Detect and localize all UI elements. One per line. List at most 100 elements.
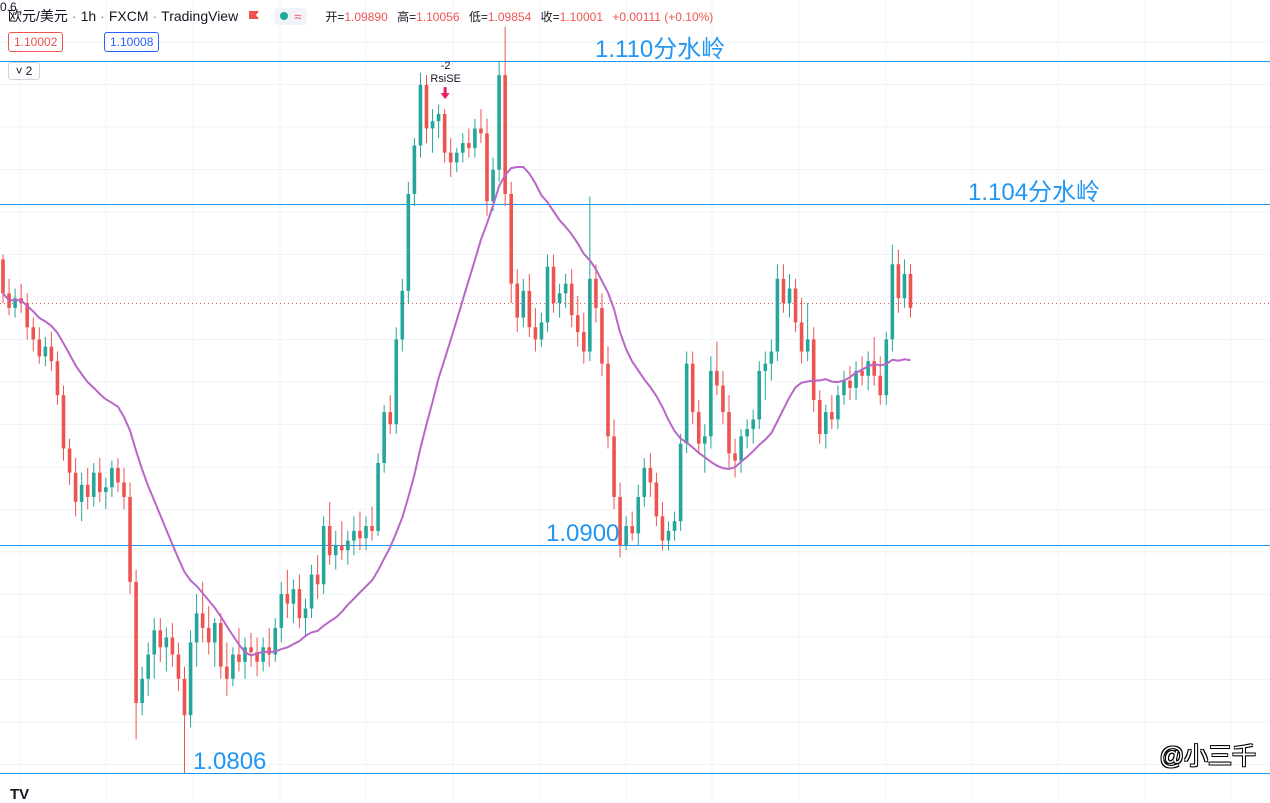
high-label: 高= [397, 9, 417, 24]
candle [25, 293, 29, 340]
signal-label-bottom: RsiSE [430, 73, 461, 85]
candle [485, 118, 489, 216]
candle-body [884, 339, 889, 396]
candle-body [376, 463, 380, 531]
candle-body [696, 412, 701, 444]
candle [7, 278, 11, 316]
candle [805, 303, 810, 362]
candle-body [727, 412, 731, 454]
candle-body [448, 152, 453, 163]
open-label: 开= [325, 9, 345, 24]
candle-body [255, 652, 259, 662]
candle-body [793, 288, 798, 323]
candle [448, 138, 453, 177]
candle-body [279, 593, 284, 628]
candle [563, 273, 568, 308]
candle [454, 147, 459, 173]
signal-label-top: -2 [441, 60, 451, 72]
candle-body [805, 339, 810, 352]
candle [678, 433, 683, 531]
candle-body [140, 678, 144, 704]
candle [824, 404, 828, 449]
candle [515, 269, 520, 333]
candle [194, 593, 199, 667]
candle-body [182, 678, 187, 716]
level-label: 1.104分水岭 [968, 179, 1100, 206]
separator: · [100, 8, 105, 24]
candle [666, 521, 671, 551]
candle-body [315, 574, 320, 585]
market-status-pill[interactable]: ≈ [274, 7, 308, 25]
candle-body [297, 589, 302, 619]
candle [418, 72, 423, 158]
candle-body [430, 121, 435, 129]
candle-body [721, 385, 725, 413]
high-value: 1.10056 [416, 9, 460, 24]
candle-body [497, 75, 501, 170]
candle [79, 472, 84, 522]
candle [237, 627, 241, 672]
candle [600, 293, 604, 376]
candle-body [285, 593, 290, 604]
candle [315, 555, 320, 599]
candle [703, 424, 707, 473]
candle-body [225, 666, 229, 679]
candle-body [158, 630, 163, 648]
candle [243, 637, 247, 679]
candle [588, 196, 592, 362]
candle [842, 370, 846, 405]
candle [158, 618, 163, 662]
candle-body [896, 264, 901, 299]
candle [225, 642, 229, 696]
candle [176, 642, 181, 691]
candle-body [340, 545, 344, 551]
flag-icon[interactable] [248, 10, 260, 22]
candle-body [745, 429, 749, 437]
candle-body [799, 322, 804, 352]
separator: · [71, 8, 77, 24]
candle [406, 181, 411, 304]
candle-body [824, 412, 828, 434]
candle [896, 249, 901, 313]
candle-body [636, 496, 641, 534]
symbol-name[interactable]: 欧元/美元 [8, 8, 68, 24]
candle-body [654, 482, 659, 517]
platform: TradingView [161, 8, 239, 24]
candle [654, 472, 659, 527]
separator: · [152, 8, 158, 24]
candle-body [194, 613, 199, 643]
candle-body [630, 526, 634, 534]
candle-body [594, 278, 598, 308]
candle-body [212, 623, 217, 643]
candle-body [781, 278, 786, 304]
candle [67, 438, 72, 485]
interval[interactable]: 1h [80, 8, 97, 24]
candle-body [243, 647, 247, 662]
candle-body [237, 654, 241, 662]
candle-body [31, 327, 36, 340]
candle [696, 400, 701, 454]
candle [787, 273, 792, 318]
candle-body [170, 637, 175, 655]
candle [854, 361, 858, 400]
candle [49, 332, 54, 371]
candle-body [872, 361, 876, 376]
buy-button[interactable]: 1.10008 [104, 32, 160, 52]
tradingview-logo[interactable]: TV [10, 786, 30, 803]
candle-body [642, 467, 647, 497]
candle-body [176, 654, 181, 679]
indicators-toggle-button[interactable]: ˅ 2 [8, 62, 40, 80]
candle [648, 453, 653, 497]
candle-body [817, 400, 822, 434]
candle [358, 511, 362, 551]
candle [249, 632, 253, 667]
candle [745, 419, 749, 449]
candle [85, 467, 90, 510]
sell-button[interactable]: 1.10002 [8, 32, 64, 52]
candle [594, 264, 598, 323]
rsi-signal-marker[interactable]: -2 RsiSE [430, 60, 461, 100]
candle-body [333, 545, 338, 556]
candle [684, 351, 689, 454]
candle [346, 530, 350, 565]
